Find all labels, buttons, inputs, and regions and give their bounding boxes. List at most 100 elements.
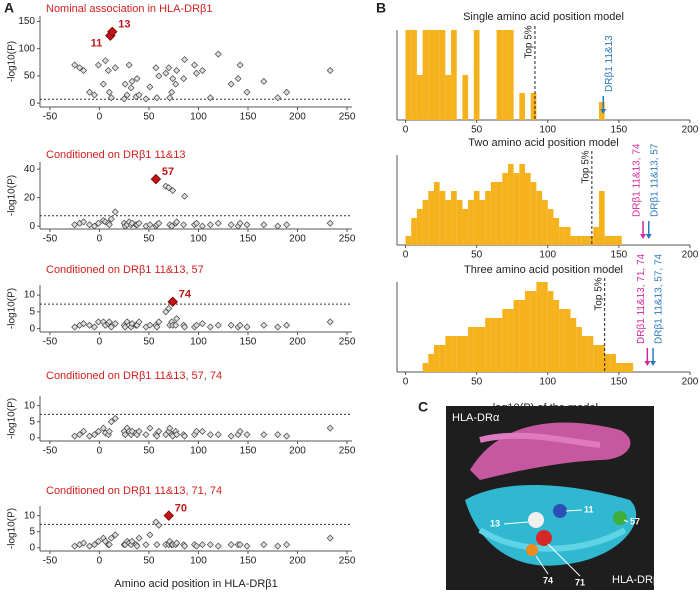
point [166, 94, 174, 102]
x-tick-label: -50 [43, 234, 58, 245]
point [283, 432, 291, 440]
point [206, 221, 214, 229]
bar [490, 182, 497, 245]
point [107, 418, 115, 426]
point [155, 427, 163, 435]
point [326, 318, 334, 326]
point [105, 427, 113, 435]
point [274, 323, 282, 331]
bar [405, 30, 412, 120]
point [274, 542, 282, 550]
bar [439, 30, 446, 120]
x-tick-label: 150 [611, 250, 628, 261]
point [214, 542, 222, 550]
bar [542, 282, 548, 372]
point [173, 539, 181, 547]
point [243, 542, 251, 550]
x-tick-label: 50 [143, 446, 155, 457]
bar [542, 200, 548, 245]
point [206, 323, 214, 331]
point [133, 542, 141, 550]
y-tick-label: 10 [24, 510, 36, 521]
bar [621, 363, 628, 372]
point [260, 77, 268, 85]
x-tick-label: 150 [611, 377, 628, 388]
x-tick-label: -50 [43, 446, 58, 457]
bar [553, 218, 560, 245]
y-tick-label: 0 [29, 323, 35, 334]
point [127, 84, 135, 92]
leader-line [565, 509, 583, 512]
x-tick-label: 200 [682, 250, 699, 261]
point [121, 80, 129, 88]
point [236, 427, 244, 435]
bar [416, 209, 423, 245]
point [76, 64, 84, 72]
y-axis-label: -log10(P) [7, 288, 18, 329]
bar [479, 200, 486, 245]
point [90, 431, 98, 439]
point [173, 431, 181, 439]
x-tick-label: 50 [143, 234, 155, 245]
x-tick-label: 100 [190, 446, 207, 457]
chart-title: Conditioned on DRβ1 11&13, 57, 74 [46, 370, 222, 382]
x-tick-label: 150 [240, 112, 257, 123]
residue [528, 512, 544, 528]
point [236, 219, 244, 227]
bar [473, 30, 480, 120]
point [326, 424, 334, 432]
point [80, 66, 88, 74]
bar [610, 354, 617, 372]
point [71, 323, 79, 331]
bar [587, 336, 594, 372]
point [104, 66, 112, 74]
highlight-point [107, 26, 118, 38]
chart-title: Nominal association in HLA-DRβ1 [46, 3, 213, 15]
point [236, 321, 244, 329]
bar [422, 30, 429, 120]
x-tick-label: 0 [97, 112, 103, 123]
panel-letter: C [418, 399, 428, 415]
point [198, 320, 206, 328]
structure-label: HLA-DRβ [612, 574, 659, 586]
bar [507, 309, 514, 372]
point [191, 61, 199, 69]
point [198, 541, 206, 549]
residue [553, 504, 567, 518]
x-tick-label: 50 [471, 125, 483, 136]
point [107, 215, 115, 223]
bar [564, 227, 571, 245]
x-tick-label: 0 [97, 337, 103, 348]
point [153, 323, 161, 331]
leader-line [503, 521, 529, 525]
y-axis-label: -log10(P) [7, 175, 18, 216]
point [181, 542, 189, 550]
bar [411, 30, 417, 120]
bar [422, 363, 429, 372]
highlight-label: 11 [91, 38, 103, 50]
y-tick-label: 150 [18, 16, 35, 27]
cutoff-label: Top 5% [580, 150, 591, 183]
point [193, 219, 200, 227]
x-tick-label: 200 [289, 446, 306, 457]
point [214, 321, 222, 329]
point [94, 318, 102, 326]
arrow-label: DRβ1 11&13 [604, 35, 615, 92]
point [80, 427, 88, 435]
panel-letter: A [4, 0, 14, 16]
point [172, 80, 180, 88]
point [94, 427, 102, 435]
structure-label: 71 [575, 577, 585, 587]
x-tick-label: 150 [611, 125, 628, 136]
point [227, 221, 235, 229]
point [243, 431, 251, 439]
point [260, 321, 268, 329]
bar [536, 282, 543, 372]
point [155, 219, 163, 227]
bar [547, 291, 554, 372]
point [142, 95, 150, 103]
point [155, 521, 163, 529]
x-tick-label: 100 [539, 377, 556, 388]
point [152, 64, 160, 72]
point [274, 222, 282, 230]
